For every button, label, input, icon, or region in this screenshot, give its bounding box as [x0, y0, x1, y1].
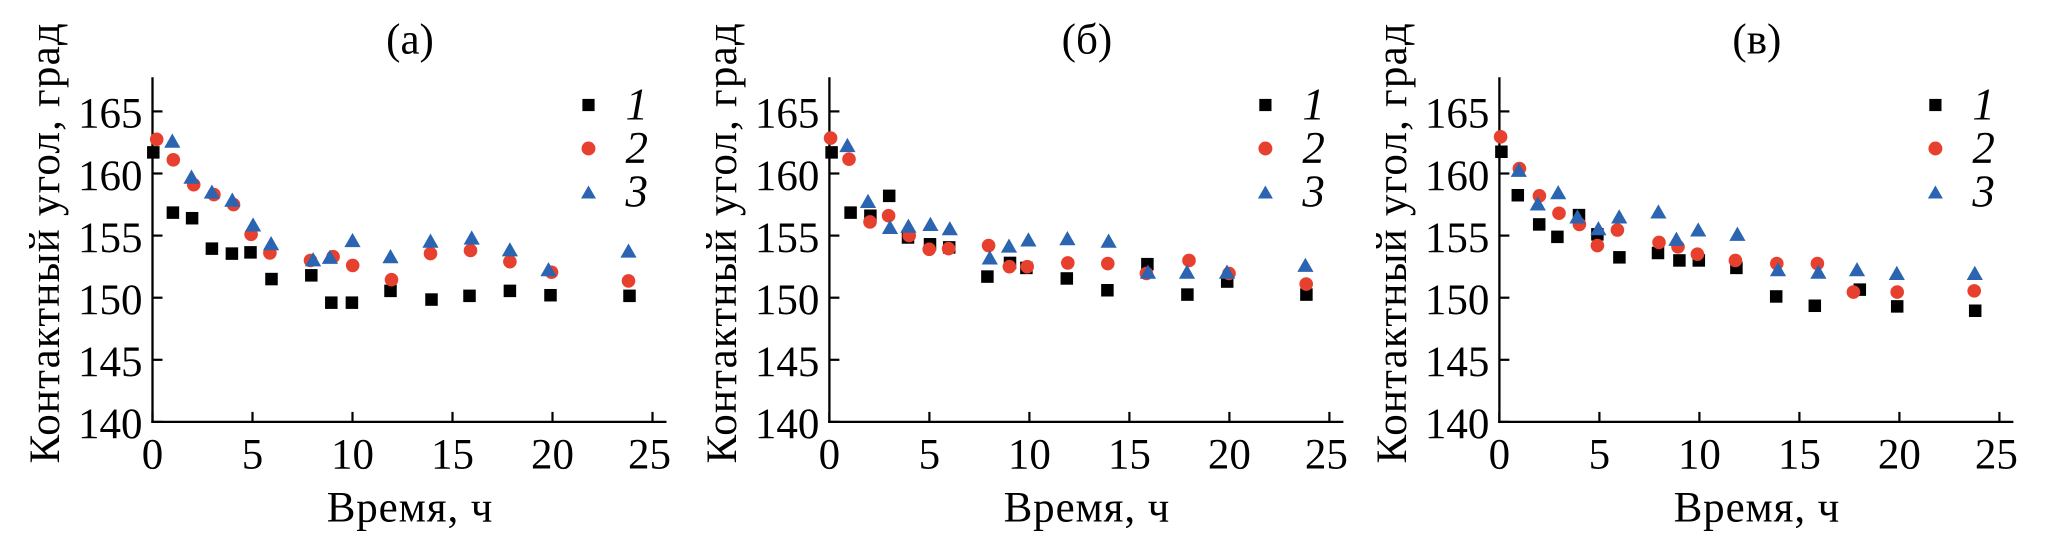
svg-text:15: 15 [431, 432, 474, 479]
svg-text:25: 25 [1305, 432, 1348, 479]
svg-text:155: 155 [78, 215, 143, 262]
svg-text:1: 1 [626, 79, 649, 129]
svg-text:150: 150 [78, 277, 143, 324]
svg-text:15: 15 [1108, 432, 1151, 479]
svg-text:3: 3 [625, 166, 649, 216]
svg-text:20: 20 [1878, 432, 1921, 479]
svg-text:Время, ч: Время, ч [1004, 485, 1171, 532]
svg-text:Контактный угол, град: Контактный угол, град [699, 22, 746, 464]
svg-text:0: 0 [819, 432, 841, 479]
svg-text:140: 140 [78, 401, 143, 448]
svg-text:160: 160 [78, 153, 143, 200]
svg-text:0: 0 [142, 432, 164, 479]
svg-text:160: 160 [1425, 153, 1490, 200]
svg-text:2: 2 [626, 123, 649, 173]
svg-text:2: 2 [1302, 123, 1325, 173]
svg-text:Контактный угол, град: Контактный угол, град [1369, 22, 1416, 464]
svg-text:Контактный угол, град: Контактный угол, град [22, 22, 69, 464]
svg-text:5: 5 [242, 432, 264, 479]
svg-text:145: 145 [1425, 339, 1490, 386]
svg-text:(б): (б) [1062, 17, 1113, 64]
svg-text:160: 160 [755, 153, 820, 200]
svg-text:(а): (а) [386, 17, 434, 64]
svg-text:165: 165 [1425, 91, 1490, 138]
svg-text:Время, ч: Время, ч [327, 485, 494, 532]
svg-text:5: 5 [919, 432, 941, 479]
svg-text:10: 10 [1678, 432, 1721, 479]
svg-text:1: 1 [1302, 79, 1325, 129]
svg-text:145: 145 [755, 339, 820, 386]
svg-text:150: 150 [755, 277, 820, 324]
svg-text:3: 3 [1301, 166, 1325, 216]
svg-text:140: 140 [1425, 401, 1490, 448]
svg-text:20: 20 [1208, 432, 1251, 479]
svg-text:3: 3 [1971, 166, 1995, 216]
svg-text:140: 140 [755, 401, 820, 448]
svg-text:150: 150 [1425, 277, 1490, 324]
svg-text:0: 0 [1489, 432, 1511, 479]
svg-text:155: 155 [755, 215, 820, 262]
svg-text:(в): (в) [1732, 17, 1781, 64]
svg-text:2: 2 [1972, 123, 1995, 173]
svg-text:145: 145 [78, 339, 143, 386]
svg-text:20: 20 [531, 432, 574, 479]
svg-text:Время, ч: Время, ч [1674, 485, 1841, 532]
svg-text:15: 15 [1778, 432, 1821, 479]
svg-text:25: 25 [628, 432, 671, 479]
svg-text:25: 25 [1975, 432, 2018, 479]
svg-text:10: 10 [331, 432, 374, 479]
svg-text:10: 10 [1008, 432, 1051, 479]
svg-text:165: 165 [78, 91, 143, 138]
svg-text:155: 155 [1425, 215, 1490, 262]
svg-text:1: 1 [1972, 79, 1995, 129]
svg-text:165: 165 [755, 91, 820, 138]
svg-text:5: 5 [1589, 432, 1611, 479]
